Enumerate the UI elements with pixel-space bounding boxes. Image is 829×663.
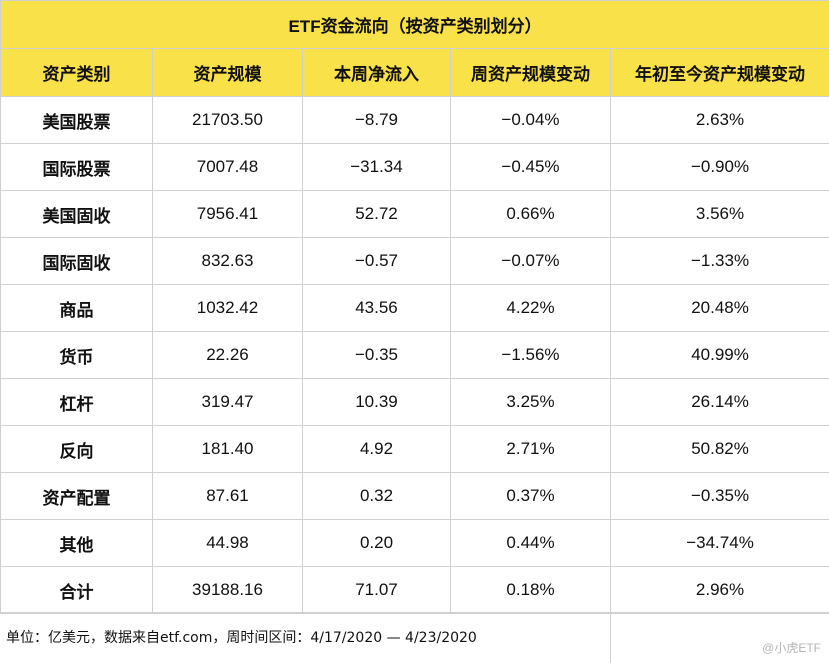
- cell-weekly-inflow: 10.39: [303, 379, 451, 426]
- cell-aum: 319.47: [153, 379, 303, 426]
- cell-weekly-inflow: −0.57: [303, 238, 451, 285]
- cell-category: 美国固收: [1, 191, 153, 238]
- cell-ytd-aum-change: −0.35%: [611, 473, 829, 520]
- cell-ytd-aum-change: −0.90%: [611, 144, 829, 191]
- cell-category: 其他: [1, 520, 153, 567]
- cell-aum: 39188.16: [153, 567, 303, 614]
- cell-weekly-inflow: −0.35: [303, 332, 451, 379]
- col-header-category: 资产类别: [1, 49, 153, 97]
- cell-weekly-aum-change: −1.56%: [451, 332, 611, 379]
- watermark: @小虎ETF: [762, 639, 821, 656]
- cell-ytd-aum-change: 2.63%: [611, 97, 829, 144]
- cell-weekly-inflow: 0.32: [303, 473, 451, 520]
- etf-flow-table: ETF资金流向（按资产类别划分） 资产类别 资产规模 本周净流入 周资产规模变动…: [0, 0, 829, 614]
- cell-ytd-aum-change: 2.96%: [611, 567, 829, 614]
- cell-weekly-aum-change: 2.71%: [451, 426, 611, 473]
- cell-weekly-inflow: −31.34: [303, 144, 451, 191]
- table-title: ETF资金流向（按资产类别划分）: [1, 1, 829, 49]
- cell-weekly-aum-change: 0.18%: [451, 567, 611, 614]
- footer-note: 单位：亿美元，数据来自etf.com，周时间区间：4/17/2020 — 4/2…: [6, 627, 477, 647]
- cell-category: 美国股票: [1, 97, 153, 144]
- col-header-ytd-aum-change: 年初至今资产规模变动: [611, 49, 829, 97]
- header-row: 资产类别 资产规模 本周净流入 周资产规模变动 年初至今资产规模变动: [1, 49, 829, 97]
- cell-weekly-aum-change: −0.07%: [451, 238, 611, 285]
- footer: 单位：亿美元，数据来自etf.com，周时间区间：4/17/2020 — 4/2…: [0, 612, 829, 662]
- cell-category: 货币: [1, 332, 153, 379]
- cell-weekly-inflow: 52.72: [303, 191, 451, 238]
- cell-category: 反向: [1, 426, 153, 473]
- cell-weekly-aum-change: 0.66%: [451, 191, 611, 238]
- cell-aum: 87.61: [153, 473, 303, 520]
- cell-aum: 21703.50: [153, 97, 303, 144]
- cell-category: 国际股票: [1, 144, 153, 191]
- cell-category: 合计: [1, 567, 153, 614]
- cell-ytd-aum-change: 26.14%: [611, 379, 829, 426]
- cell-ytd-aum-change: −1.33%: [611, 238, 829, 285]
- cell-ytd-aum-change: 40.99%: [611, 332, 829, 379]
- footer-divider: [610, 613, 611, 663]
- cell-category: 商品: [1, 285, 153, 332]
- cell-aum: 832.63: [153, 238, 303, 285]
- cell-weekly-aum-change: 0.37%: [451, 473, 611, 520]
- cell-weekly-inflow: −8.79: [303, 97, 451, 144]
- cell-weekly-inflow: 71.07: [303, 567, 451, 614]
- cell-aum: 7956.41: [153, 191, 303, 238]
- cell-aum: 44.98: [153, 520, 303, 567]
- title-row: ETF资金流向（按资产类别划分）: [1, 1, 829, 49]
- cell-category: 杠杆: [1, 379, 153, 426]
- cell-weekly-inflow: 43.56: [303, 285, 451, 332]
- cell-aum: 181.40: [153, 426, 303, 473]
- cell-ytd-aum-change: 50.82%: [611, 426, 829, 473]
- cell-ytd-aum-change: 3.56%: [611, 191, 829, 238]
- cell-weekly-aum-change: 4.22%: [451, 285, 611, 332]
- col-header-weekly-aum-change: 周资产规模变动: [451, 49, 611, 97]
- col-header-weekly-inflow: 本周净流入: [303, 49, 451, 97]
- cell-weekly-aum-change: −0.45%: [451, 144, 611, 191]
- cell-category: 资产配置: [1, 473, 153, 520]
- cell-category: 国际固收: [1, 238, 153, 285]
- cell-weekly-aum-change: 3.25%: [451, 379, 611, 426]
- cell-ytd-aum-change: −34.74%: [611, 520, 829, 567]
- cell-weekly-inflow: 0.20: [303, 520, 451, 567]
- cell-weekly-inflow: 4.92: [303, 426, 451, 473]
- cell-aum: 22.26: [153, 332, 303, 379]
- cell-aum: 7007.48: [153, 144, 303, 191]
- cell-weekly-aum-change: −0.04%: [451, 97, 611, 144]
- cell-aum: 1032.42: [153, 285, 303, 332]
- col-header-aum: 资产规模: [153, 49, 303, 97]
- cell-weekly-aum-change: 0.44%: [451, 520, 611, 567]
- cell-ytd-aum-change: 20.48%: [611, 285, 829, 332]
